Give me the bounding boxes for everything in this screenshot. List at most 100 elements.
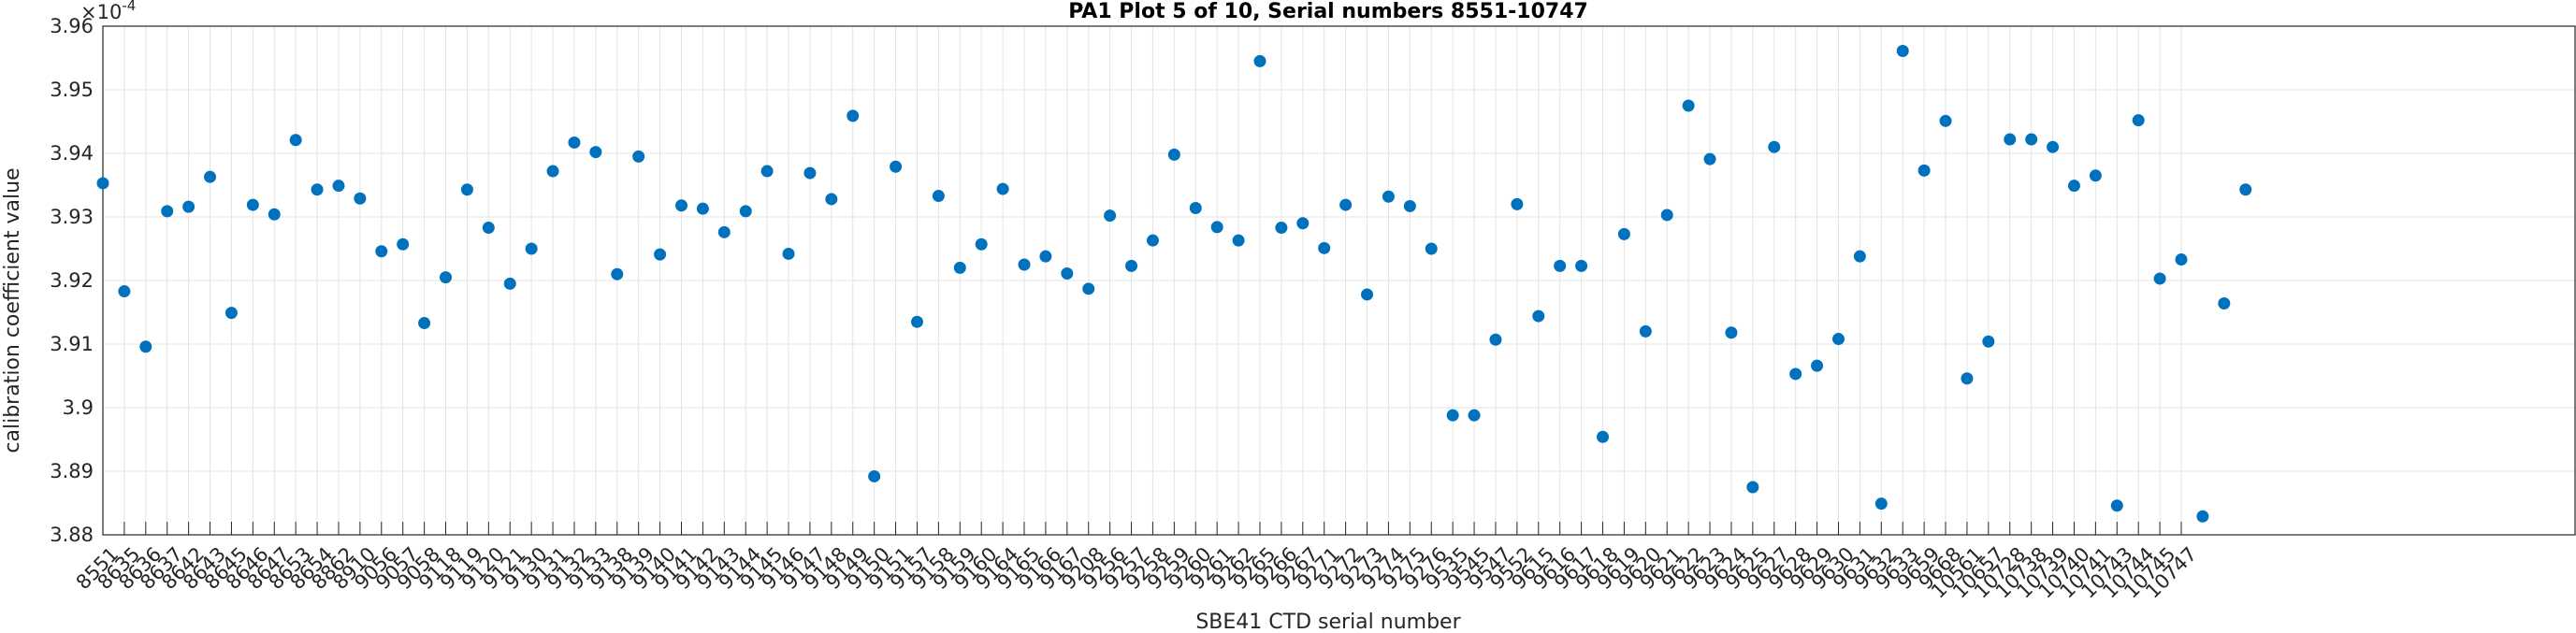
data-point xyxy=(2047,140,2060,153)
data-point xyxy=(1039,250,1052,263)
data-point xyxy=(397,237,410,251)
data-point xyxy=(1189,201,1202,214)
y-tick-label: 3.9 xyxy=(63,396,94,419)
data-point xyxy=(1554,259,1567,272)
data-point xyxy=(1918,164,1931,177)
data-point xyxy=(2089,169,2102,182)
data-point xyxy=(1296,217,1310,230)
data-point xyxy=(739,205,752,218)
data-point xyxy=(1146,234,1159,247)
chart-title: PA1 Plot 5 of 10, Serial numbers 8551-10… xyxy=(1068,0,1588,23)
y-ticks: 3.88 3.89 3.9 3.91 3.92 3.93 3.94 3.95 3.96 xyxy=(50,15,94,546)
data-point xyxy=(503,277,516,290)
data-point xyxy=(760,165,774,178)
data-point xyxy=(1896,45,1909,58)
x-axis-label: SBE41 CTD serial number xyxy=(1195,611,1461,633)
data-point xyxy=(1318,241,1331,254)
data-point xyxy=(1018,258,1031,271)
data-point xyxy=(1339,198,1353,211)
data-point xyxy=(910,315,923,328)
data-point xyxy=(847,109,860,122)
plot-frame xyxy=(102,25,2576,536)
data-point xyxy=(868,469,881,482)
data-point xyxy=(2218,296,2231,309)
data-point xyxy=(1532,309,1545,323)
data-point xyxy=(1874,497,1888,511)
data-point xyxy=(1575,259,1588,272)
data-point xyxy=(289,134,302,147)
data-point xyxy=(782,247,795,260)
data-point xyxy=(975,237,988,251)
y-exponent-power: -4 xyxy=(122,0,136,14)
data-point xyxy=(654,248,667,261)
data-point xyxy=(354,192,367,205)
data-point xyxy=(611,267,624,281)
data-point xyxy=(632,150,645,163)
data-point xyxy=(1660,209,1673,222)
data-point xyxy=(418,317,431,330)
data-point xyxy=(268,208,281,221)
data-point xyxy=(1511,197,1524,210)
data-point xyxy=(996,182,1009,195)
data-point xyxy=(1682,99,1695,112)
y-exponent-base: ×10 xyxy=(80,1,122,23)
data-point xyxy=(1210,221,1223,234)
data-point xyxy=(332,180,345,193)
data-point xyxy=(1831,333,1845,346)
data-point xyxy=(1617,227,1630,240)
data-point xyxy=(1082,282,1095,295)
data-point xyxy=(1275,222,1288,235)
x-ticks: 8551863586368637864286438645864686478653… xyxy=(72,542,2202,602)
data-point xyxy=(825,193,838,206)
data-point xyxy=(525,242,538,255)
data-point xyxy=(2004,133,2017,146)
data-point xyxy=(1939,114,1952,127)
data-point xyxy=(890,160,903,173)
y-axis-label: calibration coefficient value xyxy=(1,167,24,453)
data-point xyxy=(2153,272,2166,285)
data-point xyxy=(1253,54,1266,67)
data-point xyxy=(96,177,109,190)
data-point xyxy=(482,222,495,235)
data-point xyxy=(204,170,217,183)
y-tick-label: 3.95 xyxy=(50,79,94,101)
data-point xyxy=(375,245,388,258)
data-point xyxy=(1232,234,1245,247)
data-point xyxy=(717,225,731,238)
data-point xyxy=(1104,209,1117,223)
data-point xyxy=(1597,430,1610,443)
y-tick-label: 3.88 xyxy=(50,524,94,546)
data-point xyxy=(139,340,152,353)
data-point xyxy=(1468,409,1481,422)
y-tick-label: 3.89 xyxy=(50,460,94,482)
data-point xyxy=(1403,199,1416,212)
data-point xyxy=(674,199,687,212)
data-point xyxy=(161,205,174,218)
data-point xyxy=(1125,259,1138,272)
data-points xyxy=(96,45,2252,523)
data-point xyxy=(1961,372,1974,385)
data-point xyxy=(2067,180,2080,193)
y-grid xyxy=(103,25,2576,536)
data-point xyxy=(2239,183,2252,196)
data-point xyxy=(2175,253,2188,266)
data-point xyxy=(1167,148,1180,161)
data-point xyxy=(118,285,131,298)
data-point xyxy=(2110,499,2123,512)
data-point xyxy=(1703,152,1716,165)
data-point xyxy=(568,136,581,149)
data-point xyxy=(440,271,453,284)
y-tick-label: 3.91 xyxy=(50,333,94,355)
y-tick-label: 3.96 xyxy=(50,15,94,37)
data-point xyxy=(2196,510,2209,523)
data-point xyxy=(182,200,195,213)
y-tick-label: 3.94 xyxy=(50,142,94,165)
data-point xyxy=(2132,114,2145,127)
data-point xyxy=(1853,250,1866,263)
data-point xyxy=(803,166,817,180)
data-point xyxy=(1982,335,1995,348)
data-point xyxy=(1446,409,1459,422)
data-point xyxy=(1639,324,1652,338)
data-point xyxy=(1811,359,1824,372)
